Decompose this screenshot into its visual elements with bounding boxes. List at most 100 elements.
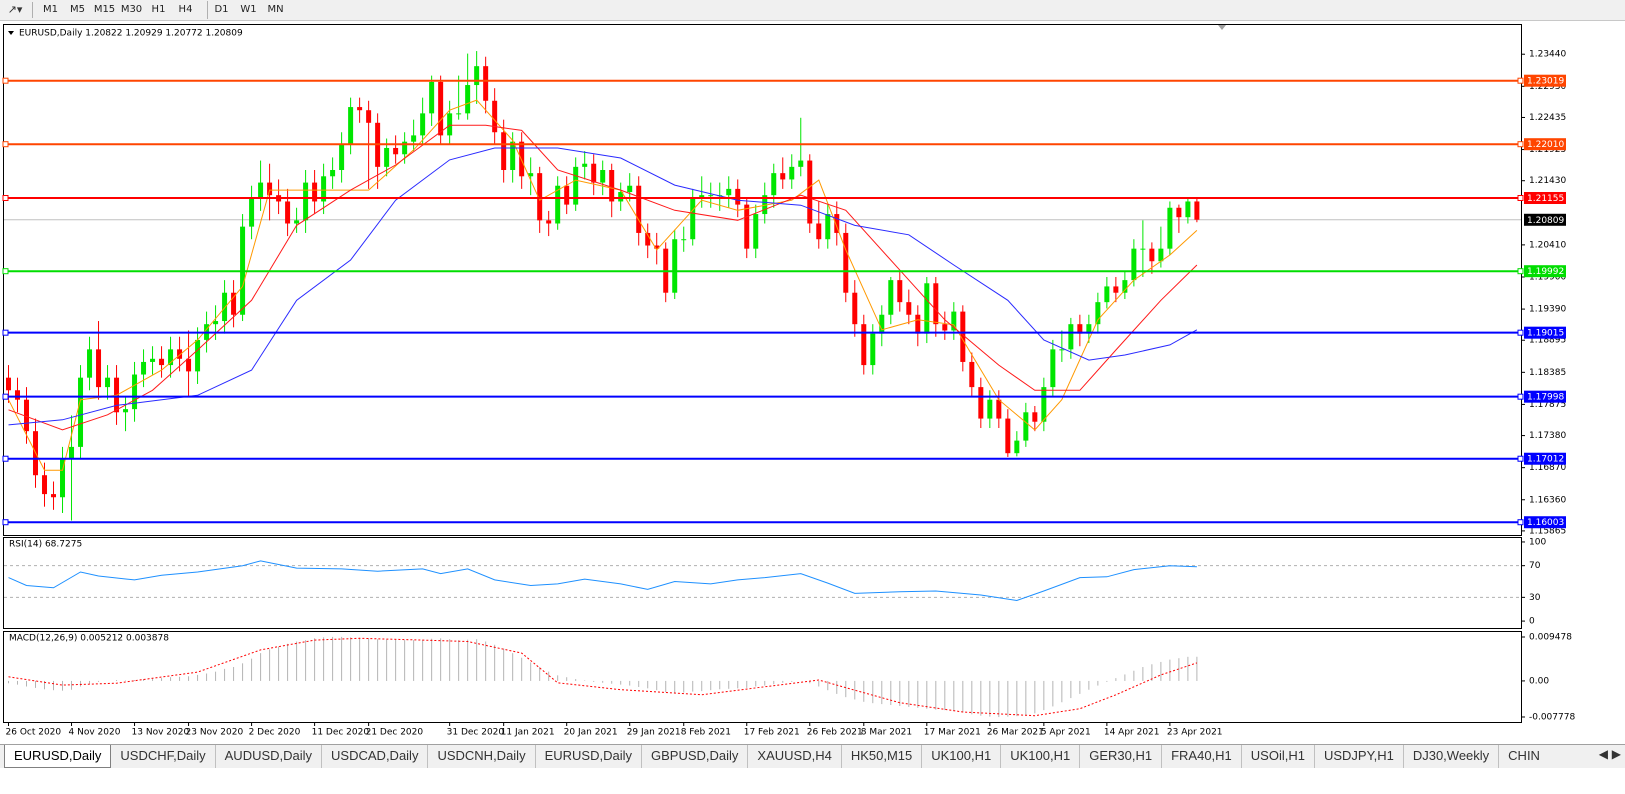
candle-body bbox=[573, 166, 579, 205]
cursor-tool[interactable]: ↗▾ bbox=[7, 3, 23, 16]
candle-body bbox=[1140, 248, 1146, 250]
candle-body bbox=[735, 188, 741, 205]
x-tick-label: 5 Apr 2021 bbox=[1041, 728, 1091, 738]
candle-body bbox=[627, 185, 633, 193]
chart-tab[interactable]: GER30,H1 bbox=[1080, 745, 1163, 768]
moving-average bbox=[8, 147, 1198, 426]
candle-body bbox=[753, 214, 759, 249]
x-tick-label: 31 Dec 2020 bbox=[447, 728, 505, 738]
level-label-box bbox=[1524, 390, 1566, 403]
y-tick-label: 1.21430 bbox=[1529, 176, 1566, 186]
candle-body bbox=[60, 459, 66, 498]
x-tick-label: 29 Jan 2021 bbox=[627, 728, 681, 738]
tab-bar: EURUSD,Daily USDCHF,Daily AUDUSD,Daily USDC… bbox=[0, 744, 1625, 768]
chart-tab[interactable]: EURUSD,Daily bbox=[536, 745, 642, 768]
timeframe-button[interactable]: M15 bbox=[93, 4, 116, 15]
candle-body bbox=[546, 220, 552, 224]
timeframe-button[interactable]: M5 bbox=[70, 4, 85, 15]
chart-window: EURUSD,Daily 1.20822 1.20929 1.20772 1.2… bbox=[0, 21, 1625, 743]
chart-tab[interactable]: EURUSD,Daily bbox=[4, 745, 112, 768]
level-label: 1.22010 bbox=[1527, 140, 1564, 150]
chart-tab[interactable]: AUDUSD,Daily bbox=[216, 745, 323, 768]
chart-tab[interactable]: USDCHF,Daily bbox=[111, 745, 216, 768]
candle-body bbox=[1059, 349, 1065, 351]
candle-body bbox=[672, 239, 678, 293]
x-tick-label: 23 Nov 2020 bbox=[186, 728, 244, 738]
candle-body bbox=[15, 390, 21, 400]
candle-body bbox=[915, 314, 921, 334]
tab-scroll[interactable]: ◀ ▶ bbox=[1598, 747, 1621, 761]
candle-body bbox=[438, 81, 444, 136]
candle-body bbox=[42, 475, 48, 495]
level-handle bbox=[2, 393, 9, 400]
candle-body bbox=[393, 147, 399, 155]
main-panel-frame bbox=[3, 24, 1522, 536]
candle-body bbox=[213, 321, 219, 325]
chart-tab[interactable]: FRA40,H1 bbox=[1162, 745, 1242, 768]
candle-body bbox=[888, 280, 894, 315]
level-label-box bbox=[1524, 138, 1566, 151]
level-label: 1.17998 bbox=[1527, 393, 1564, 403]
y-tick-label: 1.22930 bbox=[1529, 82, 1566, 92]
chart-tab[interactable]: USOil,H1 bbox=[1242, 745, 1315, 768]
candle-body bbox=[825, 214, 831, 240]
candle-body bbox=[528, 173, 534, 177]
candle-body bbox=[645, 232, 651, 246]
rsi-panel-frame bbox=[3, 537, 1522, 629]
last-price-label: 1.20809 bbox=[1527, 216, 1564, 226]
level-label: 1.21155 bbox=[1527, 194, 1564, 204]
chart-tab[interactable]: CHINA300,H1 bbox=[1499, 745, 1540, 768]
y-tick-label: 1.18895 bbox=[1529, 336, 1566, 346]
y-tick-label: 1.16360 bbox=[1529, 495, 1566, 505]
chart-tab[interactable]: USDJPY,H1 bbox=[1315, 745, 1404, 768]
x-tick-label: 11 Jan 2021 bbox=[501, 728, 555, 738]
candle-body bbox=[960, 311, 966, 362]
candle-body bbox=[384, 147, 390, 167]
x-tick-label: 4 Nov 2020 bbox=[69, 728, 121, 738]
y-tick-label: 1.19390 bbox=[1529, 305, 1566, 315]
chart-tab[interactable]: DJ30,Weekly bbox=[1404, 745, 1500, 768]
candle-body bbox=[987, 399, 993, 419]
chart-tab[interactable]: UK100,H1 bbox=[1001, 745, 1081, 768]
timeframe-button[interactable]: MN bbox=[267, 4, 284, 15]
chart-tab[interactable]: USDCAD,Daily bbox=[322, 745, 429, 768]
timeframe-button[interactable]: H1 bbox=[151, 4, 166, 15]
candle-body bbox=[447, 113, 453, 136]
candle-body bbox=[339, 144, 345, 170]
candle-body bbox=[474, 66, 480, 86]
candle-body bbox=[132, 374, 138, 410]
candle-body bbox=[870, 333, 876, 366]
timeframe-button[interactable]: M30 bbox=[120, 4, 143, 15]
candle-body bbox=[807, 160, 813, 224]
candle-body bbox=[798, 160, 804, 167]
rsi-line bbox=[8, 560, 1197, 602]
candle-body bbox=[105, 377, 111, 388]
level-label: 1.16003 bbox=[1527, 518, 1564, 528]
timeframe-bar: M1 M5 M15 M30 H1 H4 D1 W1 MN bbox=[37, 1, 289, 19]
candle-body bbox=[1041, 387, 1047, 422]
chart-tab[interactable]: XAUUSD,H4 bbox=[748, 745, 842, 768]
y-tick-label: -0.007778 bbox=[1529, 712, 1575, 722]
candle-body bbox=[285, 201, 291, 224]
candle-body bbox=[24, 399, 30, 432]
x-tick-label: 11 Dec 2020 bbox=[312, 728, 370, 738]
candle-body bbox=[636, 185, 642, 233]
candle-body bbox=[537, 173, 543, 221]
chart-tab[interactable]: GBPUSD,Daily bbox=[642, 745, 749, 768]
candle-body bbox=[1167, 207, 1173, 249]
timeframe-button[interactable]: H4 bbox=[178, 4, 193, 15]
candle-body bbox=[591, 163, 597, 183]
chart-tab[interactable]: UK100,H1 bbox=[922, 745, 1002, 768]
level-label-box bbox=[1524, 452, 1566, 465]
last-price-box bbox=[1524, 213, 1566, 226]
candle-body bbox=[1023, 412, 1029, 441]
chart-tab[interactable]: HK50,M15 bbox=[842, 745, 923, 768]
level-handle bbox=[1517, 77, 1524, 84]
timeframe-button[interactable]: W1 bbox=[240, 4, 257, 15]
candle-body bbox=[501, 132, 507, 170]
level-handle bbox=[1517, 393, 1524, 400]
timeframe-button[interactable]: M1 bbox=[43, 4, 58, 15]
candle-body bbox=[510, 141, 516, 170]
chart-tab[interactable]: USDCNH,Daily bbox=[428, 745, 536, 768]
timeframe-button[interactable]: D1 bbox=[207, 1, 235, 19]
